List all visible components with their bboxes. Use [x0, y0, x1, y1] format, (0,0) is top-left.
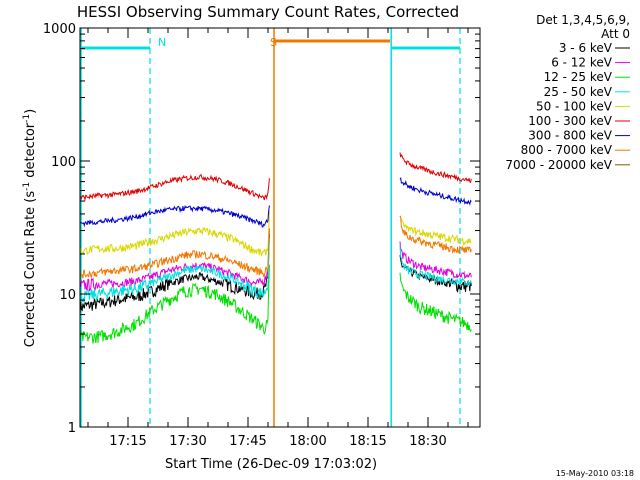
legend-entry-label: 7000 - 20000 keV: [505, 158, 612, 172]
legend-entry-label: 6 - 12 keV: [551, 56, 613, 70]
x-axis-label: Start Time (26-Dec-09 17:03:02): [165, 457, 377, 472]
series-line-5: [79, 152, 472, 202]
footer-timestamp: 15-May-2010 03:18: [556, 469, 634, 478]
legend-entry-label: 3 - 6 keV: [559, 41, 613, 55]
legend-entry-label: 300 - 800 keV: [528, 129, 612, 143]
x-tick-label: 18:30: [409, 434, 446, 449]
chart-title: HESSI Observing Summary Count Rates, Cor…: [77, 3, 459, 21]
y-axis-label: Corrected Count Rate (s-1 detector-1): [22, 109, 38, 347]
x-tick-label: 18:15: [349, 434, 386, 449]
series-line-4: [79, 210, 472, 257]
axes: 17:15 17:30 17:45 18:00 18:15 18:30 1 10 100 1000: [43, 22, 481, 449]
legend-header-line-2: Att 0: [601, 27, 630, 41]
x-tick-label: 18:00: [289, 434, 326, 449]
series-line-0: [79, 234, 472, 314]
legend-entry-label: 800 - 7000 keV: [521, 143, 613, 157]
legend-entry-label: 100 - 300 keV: [528, 114, 612, 128]
x-tick-label: 17:45: [229, 434, 266, 449]
x-tick-label: 17:30: [169, 434, 206, 449]
legend-entry-label: 12 - 25 keV: [544, 70, 613, 84]
y-tick-label: 100: [51, 155, 76, 170]
series-line-6: [79, 176, 472, 228]
y-tick-label: 1000: [43, 22, 76, 37]
y-tick-label: 1: [68, 421, 76, 436]
series-line-3: [79, 237, 472, 303]
annotation-n: N: [158, 36, 166, 49]
plot-frame: [79, 27, 481, 428]
legend-entry-label: 50 - 100 keV: [536, 99, 613, 113]
series-line-2: [79, 264, 472, 344]
legend-header-line-1: Det 1,3,4,5,6,9,: [536, 13, 630, 27]
x-tick-label: 17:15: [109, 434, 146, 449]
legend-entry-label: 25 - 50 keV: [544, 85, 613, 99]
annotation-s: S: [270, 36, 277, 49]
series-line-7: [79, 215, 472, 279]
series-lines: [79, 152, 472, 344]
y-tick-label: 10: [59, 288, 76, 303]
